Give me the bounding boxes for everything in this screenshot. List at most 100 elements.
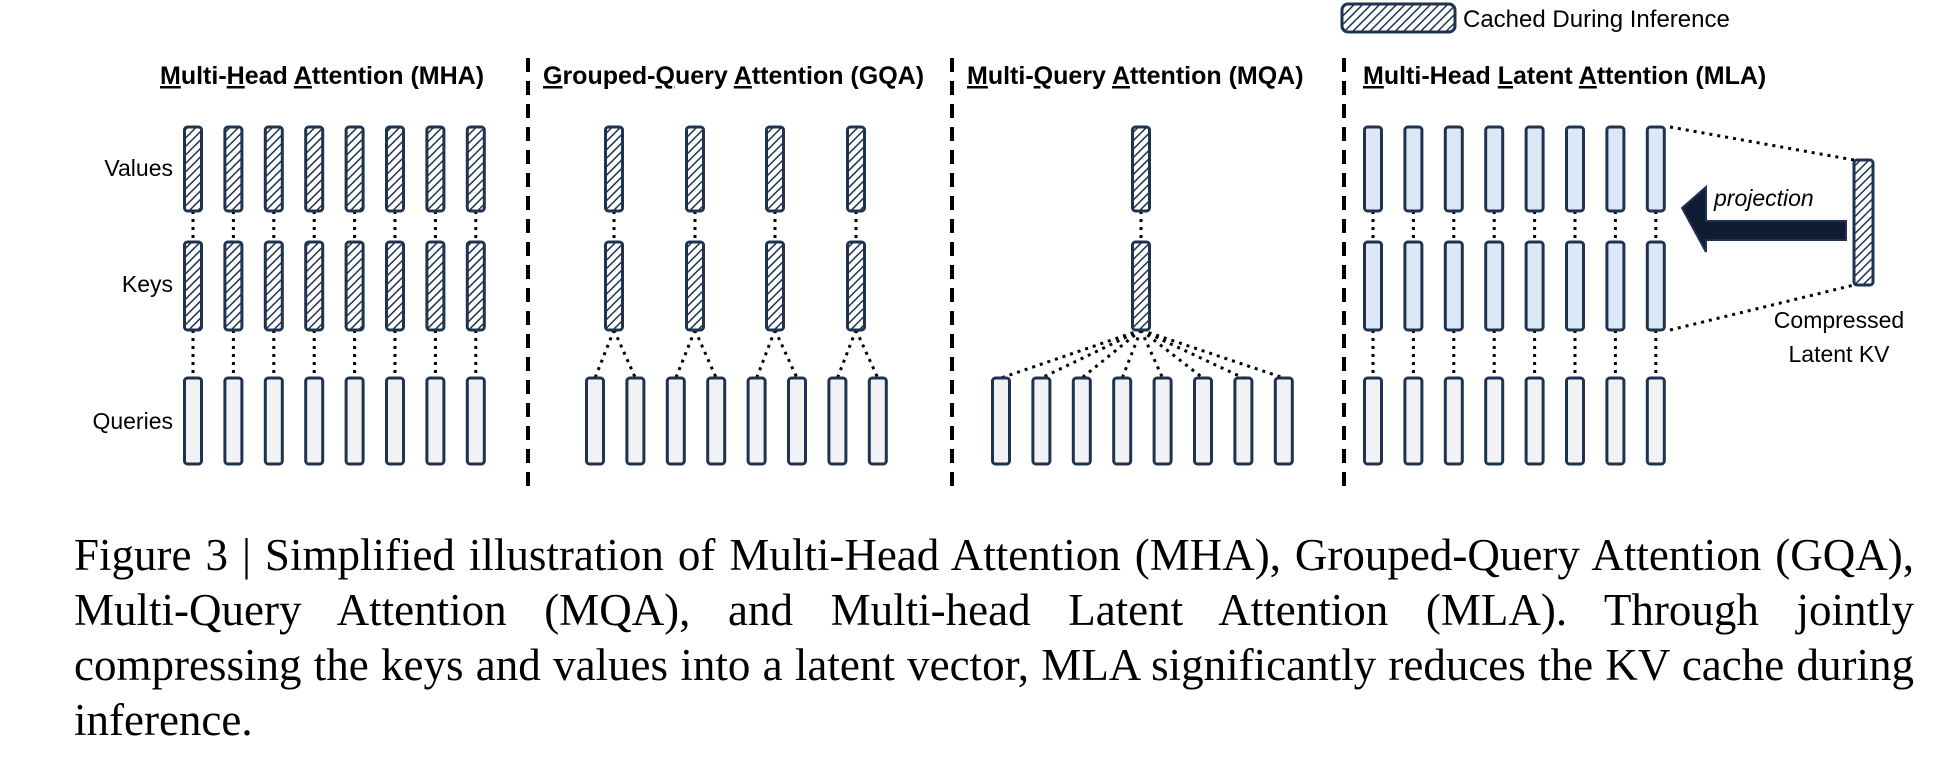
dotted-link [1140,328,1285,380]
mha-query-vector [304,376,325,466]
mqa-query-vector [991,376,1011,466]
mha-value-vector [263,125,284,213]
gqa-value-vector [685,125,705,213]
row-label-values: Values [104,155,173,181]
gqa-query-vector [867,376,888,466]
latent-label-line1: Compressed [1774,307,1904,333]
legend-swatch [1340,2,1457,34]
mla-value-vector [1524,125,1545,213]
dotted-link [1000,328,1142,380]
mha-key-vector [425,240,446,332]
mla-key-vector [1524,240,1545,332]
legend-label: Cached During Inference [1463,6,1730,33]
mqa-value-vector [1131,125,1151,213]
mla-query-vector [1524,376,1545,466]
mla-key-vector [1363,240,1383,332]
mha-value-vector [425,125,446,213]
title-mqa: Multi-Query Attention (MQA) [967,62,1304,90]
dotted-link [854,329,880,379]
mha-query-vector [465,376,486,466]
mla-query-vector [1403,376,1424,466]
mla-query-vector [1363,376,1383,466]
row-label-keys: Keys [122,271,173,297]
latent-label-line2: Latent KV [1788,341,1890,367]
gqa-query-vector [665,376,686,466]
mla-value-vector [1605,125,1626,213]
mqa-query-vector [1193,376,1213,466]
mqa-query-vector [1071,376,1092,466]
connector-links [191,211,1658,380]
vector-bars [183,125,1666,466]
mha-key-vector [223,240,244,332]
mha-value-vector [465,125,486,213]
mla-value-vector [1565,125,1585,213]
title-gqa: Grouped-Query Attention (GQA) [543,62,924,90]
figure-caption: Figure 3 | Simplified illustration of Mu… [74,530,1914,745]
dotted-link [1040,328,1142,380]
mha-key-vector [304,240,325,332]
mla-key-vector [1565,240,1585,332]
dotted-link [1140,328,1204,380]
mha-value-vector [183,125,203,213]
dotted-link [773,329,799,379]
mqa-key-vector [1131,240,1151,332]
dotted-link [1140,328,1245,380]
gqa-query-vector [827,376,848,466]
gqa-query-vector [787,376,807,466]
mha-query-vector [183,376,203,466]
mla-value-vector [1443,125,1464,213]
mla-key-vector [1605,240,1626,332]
mha-query-vector [385,376,405,466]
gqa-value-vector [765,125,785,213]
gqa-key-vector [846,240,866,332]
mha-key-vector [465,240,486,332]
mla-key-vector [1484,240,1505,332]
mha-query-vector [223,376,244,466]
gqa-key-vector [685,240,705,332]
mha-value-vector [344,125,365,213]
mha-value-vector [385,125,405,213]
title-mha: Multi-Head Attention (MHA) [160,62,484,90]
dotted-link [836,329,858,379]
mqa-query-vector [1112,376,1133,466]
mla-key-vector [1645,240,1666,332]
mha-key-vector [183,240,203,332]
mha-value-vector [223,125,244,213]
gqa-value-vector [604,125,624,213]
mla-query-vector [1443,376,1464,466]
mla-value-vector [1363,125,1383,213]
mla-value-vector [1484,125,1505,213]
mha-value-vector [304,125,325,213]
gqa-query-vector [746,376,767,466]
attention-diagram: Cached During Inference Multi-Head Atten… [92,2,1904,492]
dotted-link [693,329,718,379]
projection-label: projection [1713,185,1814,211]
mla-key-vector [1443,240,1464,332]
dotted-link [593,329,616,379]
mha-query-vector [344,376,365,466]
gqa-query-vector [585,376,605,466]
mla-query-vector [1484,376,1505,466]
mla-query-vector [1645,376,1666,466]
gqa-value-vector [846,125,866,213]
mha-key-vector [385,240,405,332]
title-mla: Multi-Head Latent Attention (MLA) [1363,62,1766,90]
dotted-link [1139,329,1164,379]
dotted-link [1120,329,1143,379]
mqa-query-vector [1152,376,1173,466]
mha-query-vector [263,376,284,466]
gqa-key-vector [604,240,624,332]
dotted-link [674,329,697,379]
mha-key-vector [344,240,365,332]
mqa-query-vector [1273,376,1294,466]
gqa-query-vector [625,376,646,466]
projection-arrow [1680,184,1847,253]
gqa-key-vector [765,240,785,332]
latent-kv-bar [1852,158,1875,287]
mla-value-vector [1645,125,1666,213]
mha-key-vector [263,240,284,332]
gqa-query-vector [706,376,727,466]
mqa-query-vector [1031,376,1052,466]
mla-query-vector [1605,376,1626,466]
mla-value-vector [1403,125,1424,213]
